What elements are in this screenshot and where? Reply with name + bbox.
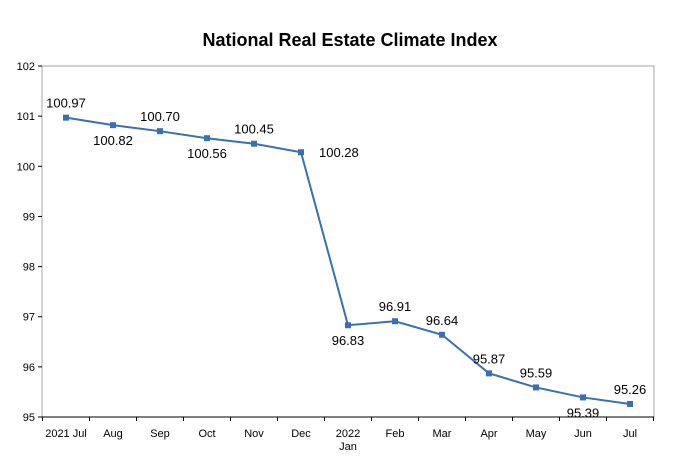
- data-label: 100.45: [234, 122, 274, 137]
- data-label: 95.59: [520, 365, 553, 380]
- chart-title: National Real Estate Climate Index: [202, 30, 497, 50]
- y-tick-label: 101: [17, 111, 35, 123]
- data-point: [439, 331, 445, 338]
- x-tick-label: Dec: [291, 428, 311, 440]
- x-tick-label: Feb: [386, 428, 405, 440]
- data-label: 100.70: [140, 109, 180, 124]
- data-label: 95.87: [473, 351, 506, 366]
- plot-area: [41, 65, 655, 418]
- y-tick-label: 99: [23, 211, 35, 223]
- data-point: [580, 394, 586, 401]
- x-axis: 2021 Jul Aug Sep Oct Nov Dec 2022 Jan Feb Mar Apr M…: [42, 417, 654, 453]
- data-point: [345, 322, 351, 329]
- x-tick-label: Nov: [244, 428, 264, 440]
- data-label: 100.28: [319, 145, 359, 160]
- data-point: [533, 384, 539, 391]
- data-label: 100.82: [93, 133, 133, 148]
- data-label: 96.83: [332, 333, 365, 348]
- x-tick-label: Aug: [103, 428, 123, 440]
- y-tick-label: 95: [23, 412, 35, 424]
- data-label: 95.39: [567, 405, 600, 420]
- y-tick-label: 96: [23, 362, 35, 374]
- y-tick-label: 97: [23, 312, 35, 324]
- data-point: [392, 318, 398, 325]
- data-label: 96.64: [426, 313, 459, 328]
- data-point: [110, 122, 116, 129]
- data-point: [251, 140, 257, 147]
- series-line: [65, 116, 631, 405]
- data-point: [627, 400, 633, 407]
- x-tick-label: Mar: [433, 428, 452, 440]
- data-label: 100.97: [46, 96, 86, 111]
- y-tick-label: 100: [17, 161, 35, 173]
- y-tick-label: 98: [23, 262, 35, 274]
- data-point: [298, 149, 304, 156]
- data-label: 96.91: [379, 299, 412, 314]
- data-point: [157, 128, 163, 135]
- x-tick-label: Jun: [574, 428, 592, 440]
- data-point: [204, 135, 210, 142]
- x-tick-label: May: [526, 428, 547, 440]
- x-tick-label: 2021 Jul: [45, 428, 87, 440]
- data-point: [63, 114, 69, 121]
- x-tick-label: Apr: [480, 428, 497, 440]
- y-tick-label: 102: [17, 61, 35, 73]
- x-tick-label: Sep: [150, 428, 170, 440]
- data-point: [486, 370, 492, 377]
- x-tick-label: 2022 Jan: [336, 428, 360, 453]
- data-label: 100.56: [187, 146, 227, 161]
- x-tick-label: Jul: [623, 428, 637, 440]
- y-axis: 95 96 97 98 99 100 101 102: [17, 61, 42, 424]
- data-label: 95.26: [614, 382, 647, 397]
- x-tick-label: Oct: [198, 428, 215, 440]
- series-group: 100.97 100.82 100.70 100.56 100.45 100.28 96.8…: [46, 96, 646, 421]
